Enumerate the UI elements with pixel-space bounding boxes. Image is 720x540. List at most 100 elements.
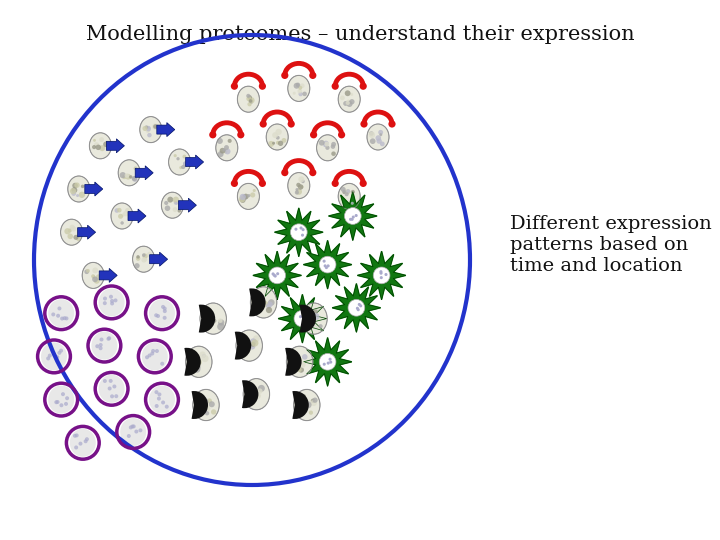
Circle shape [238, 351, 243, 356]
Circle shape [299, 315, 302, 318]
Circle shape [247, 194, 251, 197]
Circle shape [197, 359, 202, 364]
Circle shape [75, 434, 78, 437]
Circle shape [377, 138, 382, 144]
Circle shape [351, 190, 355, 194]
Circle shape [272, 141, 275, 145]
FancyArrow shape [85, 182, 103, 196]
Circle shape [282, 169, 289, 176]
Circle shape [61, 392, 65, 396]
Circle shape [93, 139, 96, 142]
Circle shape [200, 407, 207, 414]
Circle shape [65, 396, 69, 400]
Circle shape [218, 319, 225, 326]
Circle shape [345, 90, 351, 96]
Circle shape [132, 176, 137, 181]
Circle shape [136, 255, 140, 259]
Circle shape [193, 366, 200, 373]
Circle shape [380, 141, 384, 146]
Circle shape [173, 207, 177, 212]
Ellipse shape [294, 389, 320, 421]
Circle shape [298, 176, 305, 183]
Circle shape [378, 130, 383, 135]
Circle shape [63, 316, 66, 320]
Circle shape [155, 390, 158, 394]
Circle shape [297, 396, 301, 400]
Circle shape [346, 189, 350, 193]
Circle shape [359, 180, 366, 187]
Circle shape [307, 324, 310, 327]
Polygon shape [357, 251, 406, 300]
Circle shape [58, 351, 61, 355]
Circle shape [103, 301, 107, 305]
Circle shape [165, 205, 170, 211]
Circle shape [92, 267, 98, 273]
Circle shape [153, 124, 158, 129]
Ellipse shape [288, 76, 310, 102]
Circle shape [163, 316, 166, 320]
Circle shape [209, 401, 215, 407]
Circle shape [342, 190, 346, 193]
Circle shape [361, 120, 368, 127]
Circle shape [92, 275, 96, 279]
Circle shape [157, 396, 161, 401]
Ellipse shape [111, 203, 133, 229]
Ellipse shape [317, 135, 338, 161]
Circle shape [274, 274, 276, 278]
Polygon shape [303, 240, 352, 289]
Circle shape [129, 426, 132, 429]
Circle shape [209, 318, 215, 323]
Circle shape [258, 301, 266, 308]
Circle shape [331, 151, 336, 156]
Circle shape [143, 258, 147, 261]
Ellipse shape [338, 86, 360, 112]
Circle shape [340, 96, 345, 100]
Circle shape [359, 305, 362, 307]
Circle shape [121, 213, 125, 217]
Circle shape [48, 354, 52, 357]
Circle shape [282, 72, 289, 79]
Circle shape [298, 367, 304, 373]
Circle shape [127, 434, 131, 438]
Circle shape [240, 197, 246, 203]
Circle shape [163, 309, 167, 313]
Circle shape [130, 424, 135, 428]
Circle shape [71, 191, 76, 196]
Circle shape [161, 305, 165, 309]
Circle shape [165, 404, 168, 409]
Circle shape [328, 357, 332, 361]
Circle shape [86, 269, 90, 273]
Circle shape [174, 154, 177, 157]
Circle shape [300, 185, 304, 188]
Circle shape [64, 228, 71, 234]
Circle shape [327, 265, 330, 267]
FancyArrow shape [179, 198, 197, 212]
Circle shape [379, 270, 382, 273]
Circle shape [297, 357, 302, 362]
Circle shape [351, 218, 354, 221]
Circle shape [251, 389, 256, 394]
Circle shape [146, 126, 151, 131]
Circle shape [287, 120, 294, 127]
Circle shape [197, 365, 201, 369]
Circle shape [323, 140, 329, 146]
Circle shape [298, 86, 302, 90]
Circle shape [78, 442, 83, 446]
Circle shape [118, 214, 123, 219]
Circle shape [135, 429, 138, 434]
Circle shape [348, 300, 365, 316]
Circle shape [161, 362, 164, 366]
Circle shape [99, 145, 105, 151]
Circle shape [292, 353, 299, 360]
Circle shape [294, 83, 300, 89]
Circle shape [132, 424, 135, 428]
Circle shape [92, 145, 96, 149]
Ellipse shape [149, 299, 175, 327]
Circle shape [276, 272, 279, 275]
Circle shape [243, 338, 250, 346]
Circle shape [99, 137, 104, 142]
Circle shape [384, 273, 387, 276]
Circle shape [318, 324, 323, 328]
Circle shape [147, 126, 150, 130]
Circle shape [70, 225, 75, 230]
